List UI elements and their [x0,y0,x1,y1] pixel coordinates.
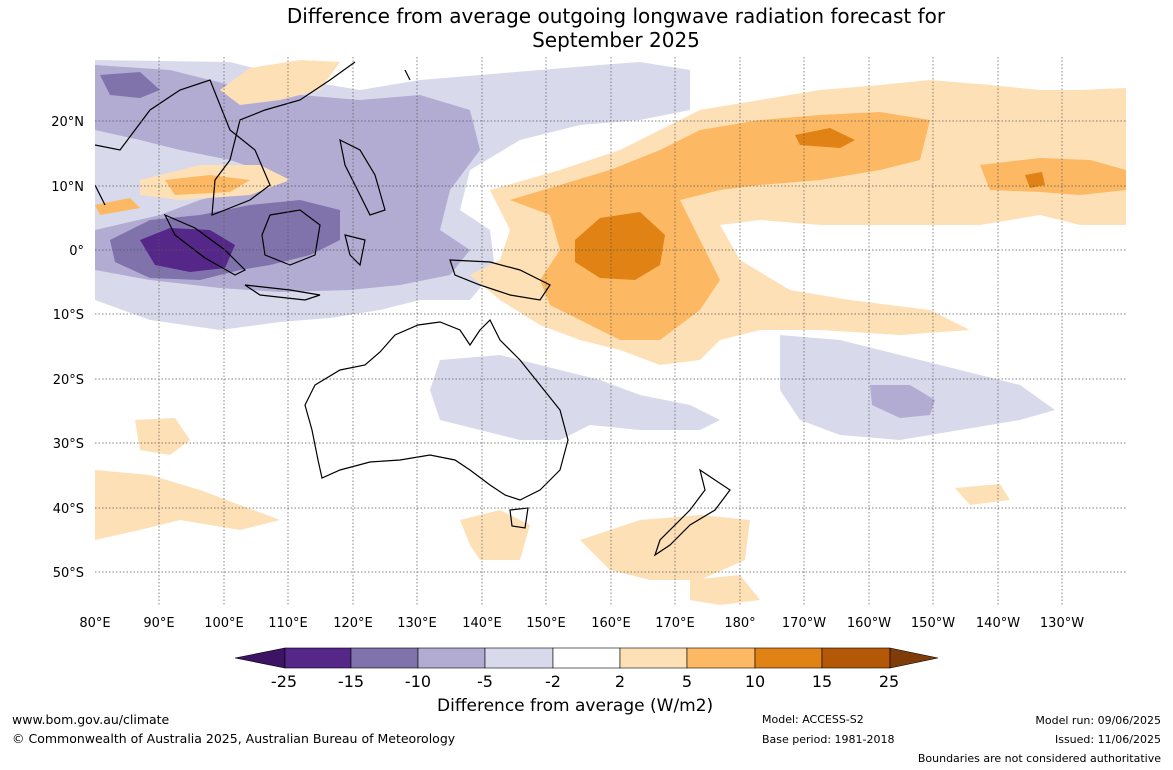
issued-date: Issued: 11/06/2025 [1054,733,1161,746]
anomaly-region-negative-australia [430,355,720,440]
model-run-date: Model run: 09/06/2025 [1035,714,1161,727]
anomaly-region-positive-tasman [460,510,530,560]
anomaly-region-positive-south-indian-2 [135,418,190,455]
lon-label: 180° [724,616,755,631]
lon-label: 100°E [204,616,244,631]
coastline-taiwan [404,69,411,81]
coastline-tasmania [509,507,529,529]
colorbar-tick: 25 [879,672,899,691]
anomaly-region-positive-pacific-mid [510,112,930,340]
lon-label: 170°E [655,616,695,631]
lon-label: 120°E [333,616,373,631]
colorbar-segment [284,647,352,669]
coastline-philippines [339,138,386,216]
anomaly-region-negative-south-pacific-core [870,385,935,418]
anomaly-region-positive-east-core [1025,172,1045,188]
colorbar-tick: -2 [545,672,561,691]
colorbar-tick: 10 [745,672,765,691]
lat-label: 50°S [53,566,84,581]
colorbar-segment [552,647,621,669]
lon-label: 160°W [847,616,891,631]
colorbar-tick: 2 [615,672,625,691]
lat-label: 0° [69,244,84,259]
coastline-sumatra [163,213,247,276]
coastline-india [95,184,106,206]
gridlines [95,57,1126,605]
coastline-new-zealand [653,468,731,557]
copyright-text: © Commonwealth of Australia 2025, Austra… [12,731,456,746]
colorbar-tick: -15 [338,672,364,691]
latitude-labels: 20°N 10°N 0° 10°S 20°S 30°S 40°S 50°S [51,115,84,581]
website-link[interactable]: www.bom.gov.au/climate [12,712,170,727]
anomaly-region-positive-far-south [690,575,760,605]
lat-label: 10°N [51,180,84,195]
colorbar-segment [754,647,823,669]
coastline-australia [304,318,569,501]
lat-label: 10°S [53,308,84,323]
coastline-new-guinea [449,259,551,301]
lon-label: 140°W [976,616,1020,631]
lon-label: 90°E [143,616,174,631]
colorbar-segment [686,647,756,669]
anomaly-region-positive-south-indian [95,470,280,540]
colorbar-tick: 15 [812,672,832,691]
map-title: Difference from average outgoing longwav… [0,4,1173,52]
colorbar-tick: -25 [271,672,297,691]
lon-label: 80°E [79,616,110,631]
lon-label: 130°W [1040,616,1084,631]
anomaly-region-positive-andaman-core [165,175,250,195]
lat-label: 20°N [51,115,84,130]
lat-label: 40°S [53,502,84,517]
title-line-1: Difference from average outgoing longwav… [286,4,946,28]
lon-label: 170°W [782,616,826,631]
anomaly-region-positive-south-east [955,484,1010,505]
boundary-disclaimer: Boundaries are not considered authoritat… [917,752,1161,765]
lon-label: 110°E [268,616,308,631]
anomaly-region-positive-west-indian [95,198,140,215]
coastline-sulawesi [344,234,366,267]
title-line-2: September 2025 [532,28,700,52]
colorbar-label: Difference from average (W/m2) [437,696,714,716]
colorbar-segment [484,647,554,669]
colorbar-ticks: -25 -15 -10 -5 -2 2 5 10 15 25 [271,672,899,691]
coastline-asia-mainland [95,61,356,216]
lon-label: 150°E [526,616,566,631]
anomaly-region-positive-core [575,212,665,280]
colorbar-tick: 5 [682,672,692,691]
coastlines [95,61,731,557]
colorbar-tick: -10 [405,672,431,691]
model-name: Model: ACCESS-S2 [762,713,864,726]
colorbar [234,647,939,669]
lat-label: 30°S [53,437,84,452]
anomaly-region-positive-north [795,128,855,148]
colorbar-segment [821,647,891,669]
longitude-labels: 80°E 90°E 100°E 110°E 120°E 130°E 140°E … [79,616,1084,631]
lon-label: 140°E [462,616,502,631]
colorbar-extend-high [889,647,939,669]
colorbar-segment [619,647,688,669]
lat-label: 20°S [53,373,84,388]
colorbar-extend-low [234,647,286,669]
anomaly-region-positive-nz [580,515,750,580]
lon-label: 150°W [911,616,955,631]
colorbar-segment [350,647,419,669]
anomaly-region-positive-china [220,60,340,105]
colorbar-segment [417,647,486,669]
anomaly-region-negative-bay [100,72,160,98]
base-period: Base period: 1981-2018 [762,733,895,746]
anomaly-shading [95,57,1126,605]
lon-label: 160°E [591,616,631,631]
coastline-java [244,284,321,301]
coastline-borneo [261,209,321,266]
lon-label: 130°E [397,616,437,631]
colorbar-tick: -5 [477,672,493,691]
anomaly-region-negative-south-pacific [780,335,1055,440]
